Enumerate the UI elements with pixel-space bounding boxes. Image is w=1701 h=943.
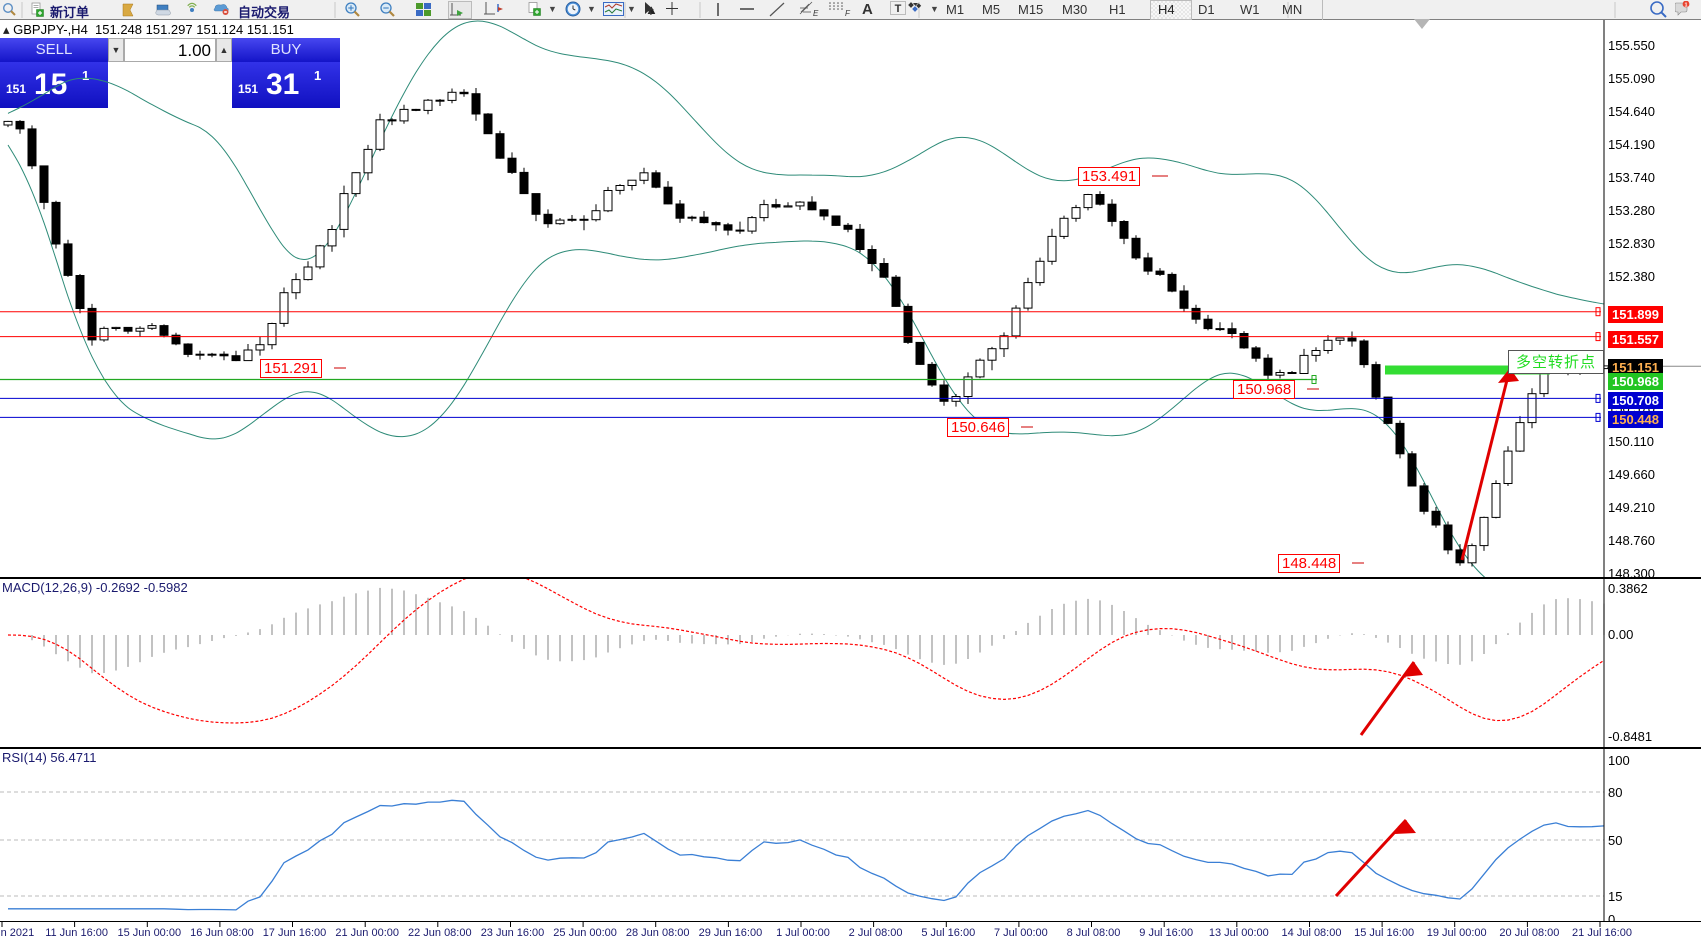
svg-text:1: 1 [1684, 2, 1687, 8]
svg-text:T: T [895, 3, 902, 15]
